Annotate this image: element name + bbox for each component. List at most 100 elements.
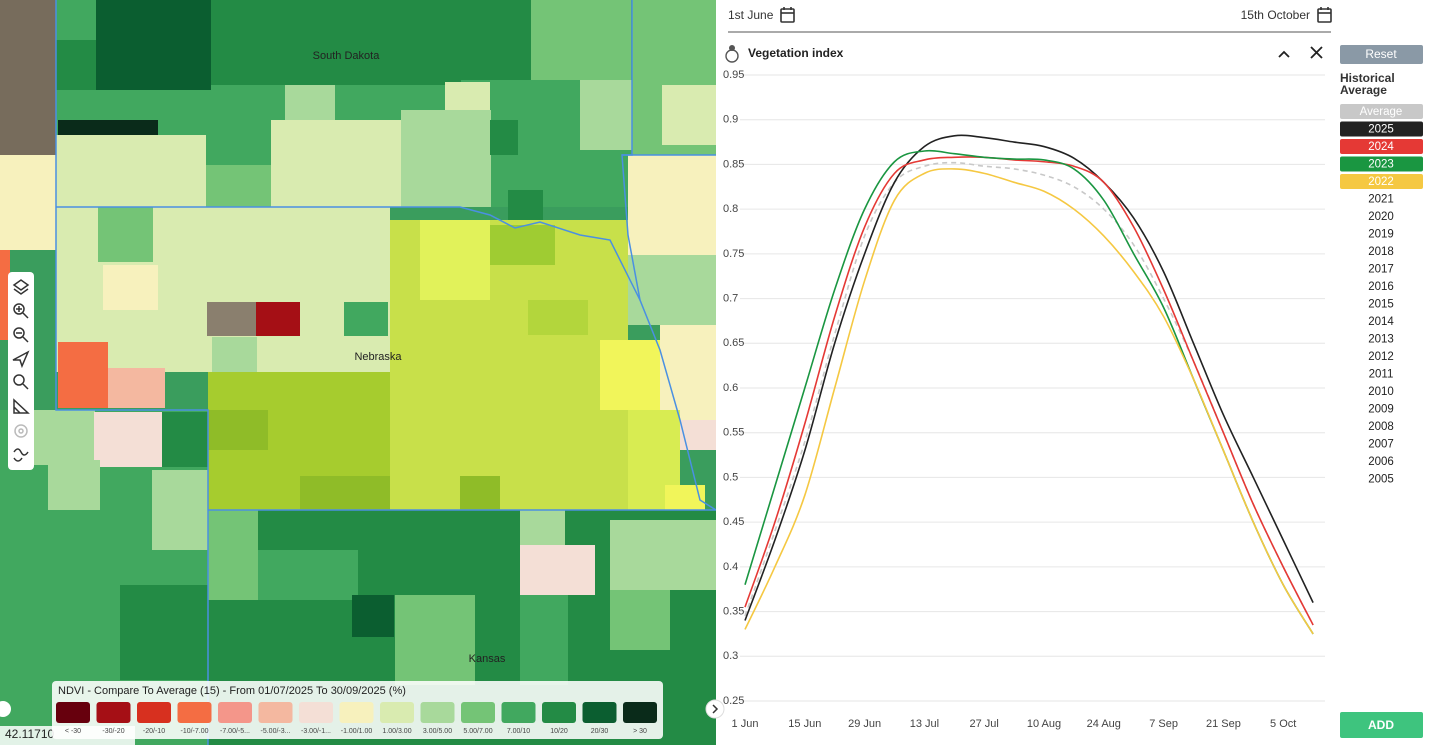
zoom-out-button[interactable] (13, 327, 29, 343)
year-button[interactable]: 2018 (1368, 246, 1394, 258)
year-list: Average 2025 2024 2023 2022 2021 2020 2019 2018 2… (1340, 104, 1423, 486)
panel-title: Vegetation index (748, 46, 844, 60)
map-region (520, 545, 595, 595)
legend-button[interactable] (1340, 104, 1423, 119)
y-tick-label: 0.7 (723, 292, 738, 304)
legend-swatch (339, 702, 374, 723)
map-region (610, 520, 716, 590)
year-button[interactable]: 2009 (1368, 404, 1394, 416)
year-button[interactable]: 2021 (1368, 194, 1394, 206)
legend-label: -3.00/-1... (301, 728, 331, 735)
legend-button[interactable] (1340, 174, 1423, 189)
layers-button[interactable] (12, 279, 30, 295)
map-region (103, 265, 158, 310)
panel-toggle[interactable] (705, 699, 725, 719)
legend-swatch (56, 702, 90, 723)
year-button[interactable]: 2012 (1368, 351, 1394, 363)
map-region (258, 550, 358, 600)
layer-icon (725, 45, 739, 63)
measure-button[interactable] (13, 398, 30, 414)
map-region (108, 368, 165, 408)
map-region (490, 120, 518, 155)
map-region (208, 410, 268, 450)
year-button[interactable]: 2011 (1369, 369, 1394, 381)
legend-swatch (461, 702, 495, 723)
map-region (665, 485, 705, 510)
draw-button[interactable] (13, 448, 29, 462)
date-from: 1st June (728, 8, 774, 22)
add-button[interactable] (1340, 712, 1423, 738)
year-button[interactable]: 2005 (1368, 474, 1394, 486)
map-region (600, 340, 660, 410)
map-region (96, 0, 211, 90)
map-region (212, 337, 257, 372)
year-button[interactable]: 2013 (1368, 334, 1394, 346)
map-region (152, 470, 208, 550)
map-region (300, 476, 390, 510)
legend-swatch (218, 702, 252, 723)
legend-label: -30/-20 (102, 728, 124, 735)
reset-button[interactable] (1340, 45, 1423, 64)
year-button[interactable]: 2014 (1368, 316, 1394, 328)
state-label: South Dakota (313, 50, 381, 62)
x-tick-label: 1 Jun (732, 718, 759, 730)
legend-label: -20/-10 (143, 728, 165, 735)
search-button[interactable] (13, 374, 29, 390)
year-button[interactable]: 2019 (1368, 229, 1394, 241)
panel-background (716, 0, 1430, 745)
y-tick-label: 0.85 (723, 158, 744, 170)
collapse-button[interactable] (1278, 50, 1290, 58)
border (55, 0, 209, 745)
line-chart: 0.25 0.3 0.35 0.4 0.45 0.5 0.55 0.6 0.65 0.7 0.75 0… (723, 69, 1325, 730)
navigate-button[interactable] (12, 350, 30, 369)
map-region (528, 300, 588, 335)
year-button[interactable]: 2010 (1368, 386, 1394, 398)
panel-toggle[interactable] (0, 701, 11, 717)
state-borders (55, 0, 717, 745)
legend-swatch (299, 702, 333, 723)
year-button[interactable]: 2007 (1368, 439, 1394, 451)
map-region (206, 165, 271, 207)
y-tick-label: 0.9 (723, 114, 738, 126)
state-label: Kansas (469, 653, 506, 665)
legend-swatch (96, 702, 131, 723)
legend-swatch (258, 702, 293, 723)
legend-label: 10/20 (550, 728, 568, 735)
map-region (207, 302, 256, 336)
calendar-button[interactable] (1317, 7, 1332, 23)
year-button[interactable]: 2008 (1368, 421, 1394, 433)
legend-button[interactable] (1340, 121, 1423, 137)
map-region (352, 595, 394, 637)
legend-label: > 30 (633, 728, 647, 735)
map-region (256, 302, 300, 336)
map-region (628, 155, 716, 255)
calendar-button[interactable] (780, 7, 795, 23)
map-region (680, 420, 716, 450)
y-tick-label: 0.35 (723, 605, 744, 617)
year-button[interactable]: 2015 (1368, 299, 1394, 311)
legend-button[interactable] (1340, 156, 1423, 172)
year-button[interactable]: 2017 (1368, 264, 1394, 276)
year-button[interactable]: 2006 (1368, 456, 1394, 468)
x-tick-label: 15 Jun (788, 718, 821, 730)
locate-button[interactable] (14, 424, 28, 438)
legend-swatch (501, 702, 536, 723)
year-button[interactable]: 2020 (1368, 211, 1394, 223)
map-region (520, 510, 565, 545)
legend-label: 7.00/10 (507, 728, 530, 735)
zoom-in-button[interactable] (13, 303, 29, 319)
year-button[interactable]: 2016 (1368, 281, 1394, 293)
legend-swatch (623, 702, 657, 723)
map-region (520, 595, 568, 685)
legend-label: 2024 (1368, 141, 1394, 153)
series-line (744, 168, 1314, 635)
legend-label: Average (1360, 106, 1403, 118)
close-button[interactable] (1310, 46, 1323, 59)
y-tick-label: 0.25 (723, 695, 744, 707)
legend-button[interactable] (1340, 139, 1423, 154)
legend-label: < -30 (65, 728, 81, 735)
map-region (628, 255, 716, 325)
legend-swatch (542, 702, 576, 723)
map: South Dakota Nebraska Kansas 42.11710 ND… (0, 0, 717, 745)
